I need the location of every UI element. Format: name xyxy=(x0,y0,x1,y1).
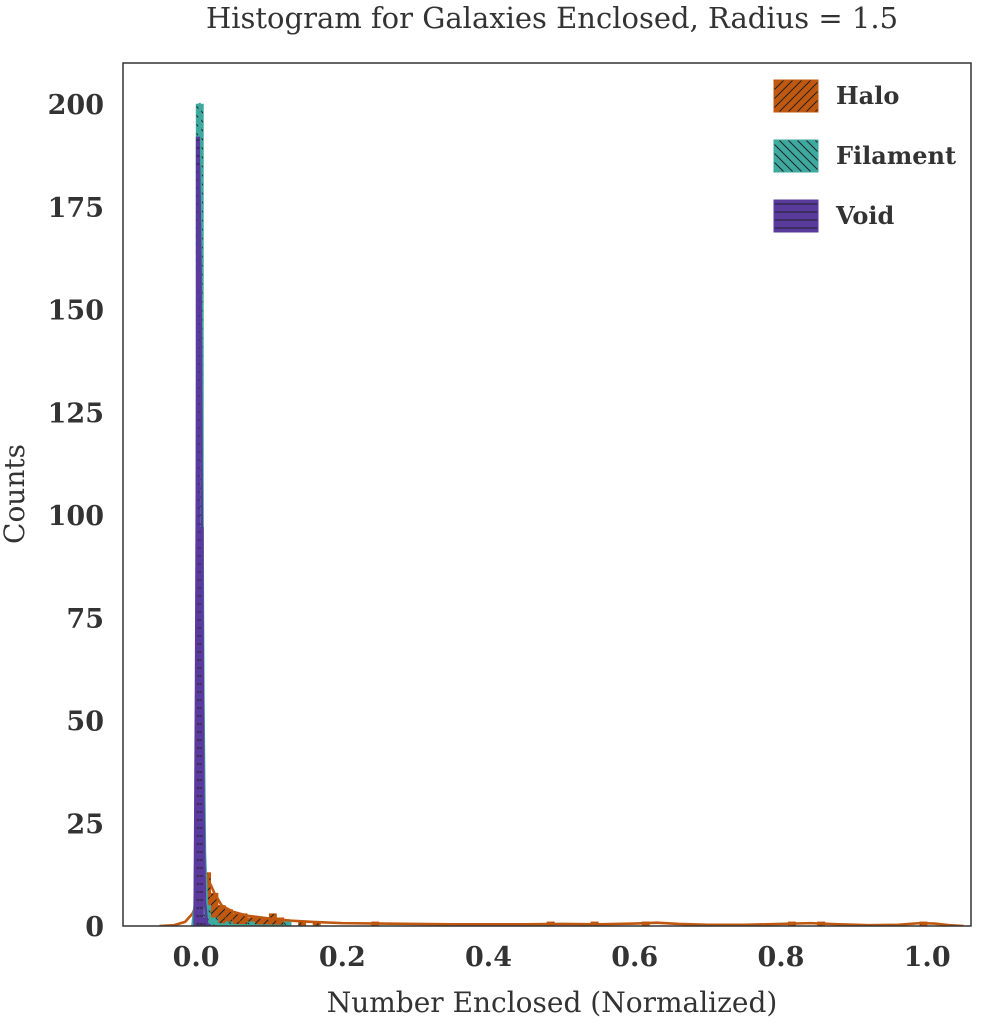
y-tick-label: 75 xyxy=(66,604,104,635)
series-halo xyxy=(159,872,964,926)
chart-title: Histogram for Galaxies Enclosed, Radius … xyxy=(206,1,898,35)
legend-label: Halo xyxy=(836,81,899,110)
legend-label: Void xyxy=(835,201,895,230)
plot-area xyxy=(159,102,964,926)
x-tick-label: 0.4 xyxy=(465,942,512,973)
y-axis-label: Counts xyxy=(0,444,31,544)
x-tick-label: 0.0 xyxy=(173,942,220,973)
y-tick-label: 50 xyxy=(66,707,104,738)
y-tick-label: 150 xyxy=(48,296,104,327)
y-tick-label: 100 xyxy=(48,501,104,532)
legend-swatch xyxy=(773,79,819,113)
legend-swatch xyxy=(773,199,819,233)
plot-frame xyxy=(122,62,972,927)
halo-kde-line xyxy=(159,877,964,926)
y-tick-label: 175 xyxy=(48,193,104,224)
x-axis-label: Number Enclosed (Normalized) xyxy=(327,986,778,1019)
legend-item-void: Void xyxy=(773,199,895,233)
filament-kde-line xyxy=(191,102,292,926)
series-void xyxy=(193,136,212,926)
filament-bar-5 xyxy=(283,921,292,926)
legend: Halo Filament Void xyxy=(773,79,956,233)
void-kde-line xyxy=(193,164,212,926)
legend-label: Filament xyxy=(836,141,956,170)
x-tick-label: 1.0 xyxy=(904,942,951,973)
x-tick-label: 0.8 xyxy=(757,942,804,973)
x-axis-ticks: 0.0 0.2 0.4 0.6 0.8 1.0 xyxy=(173,942,951,973)
halo-bar-2 xyxy=(217,905,226,926)
filament-bar-4 xyxy=(246,921,255,926)
x-tick-label: 0.2 xyxy=(319,942,366,973)
legend-item-halo: Halo xyxy=(773,79,899,113)
y-tick-label: 125 xyxy=(48,398,104,429)
y-tick-label: 200 xyxy=(48,90,104,121)
x-tick-label: 0.6 xyxy=(611,942,658,973)
y-axis-ticks: 0 25 50 75 100 125 150 175 200 xyxy=(48,90,104,943)
series-filament xyxy=(191,102,292,926)
y-tick-label: 25 xyxy=(66,809,104,840)
legend-swatch xyxy=(773,139,819,173)
legend-item-filament: Filament xyxy=(773,139,956,173)
y-tick-label: 0 xyxy=(85,912,104,943)
